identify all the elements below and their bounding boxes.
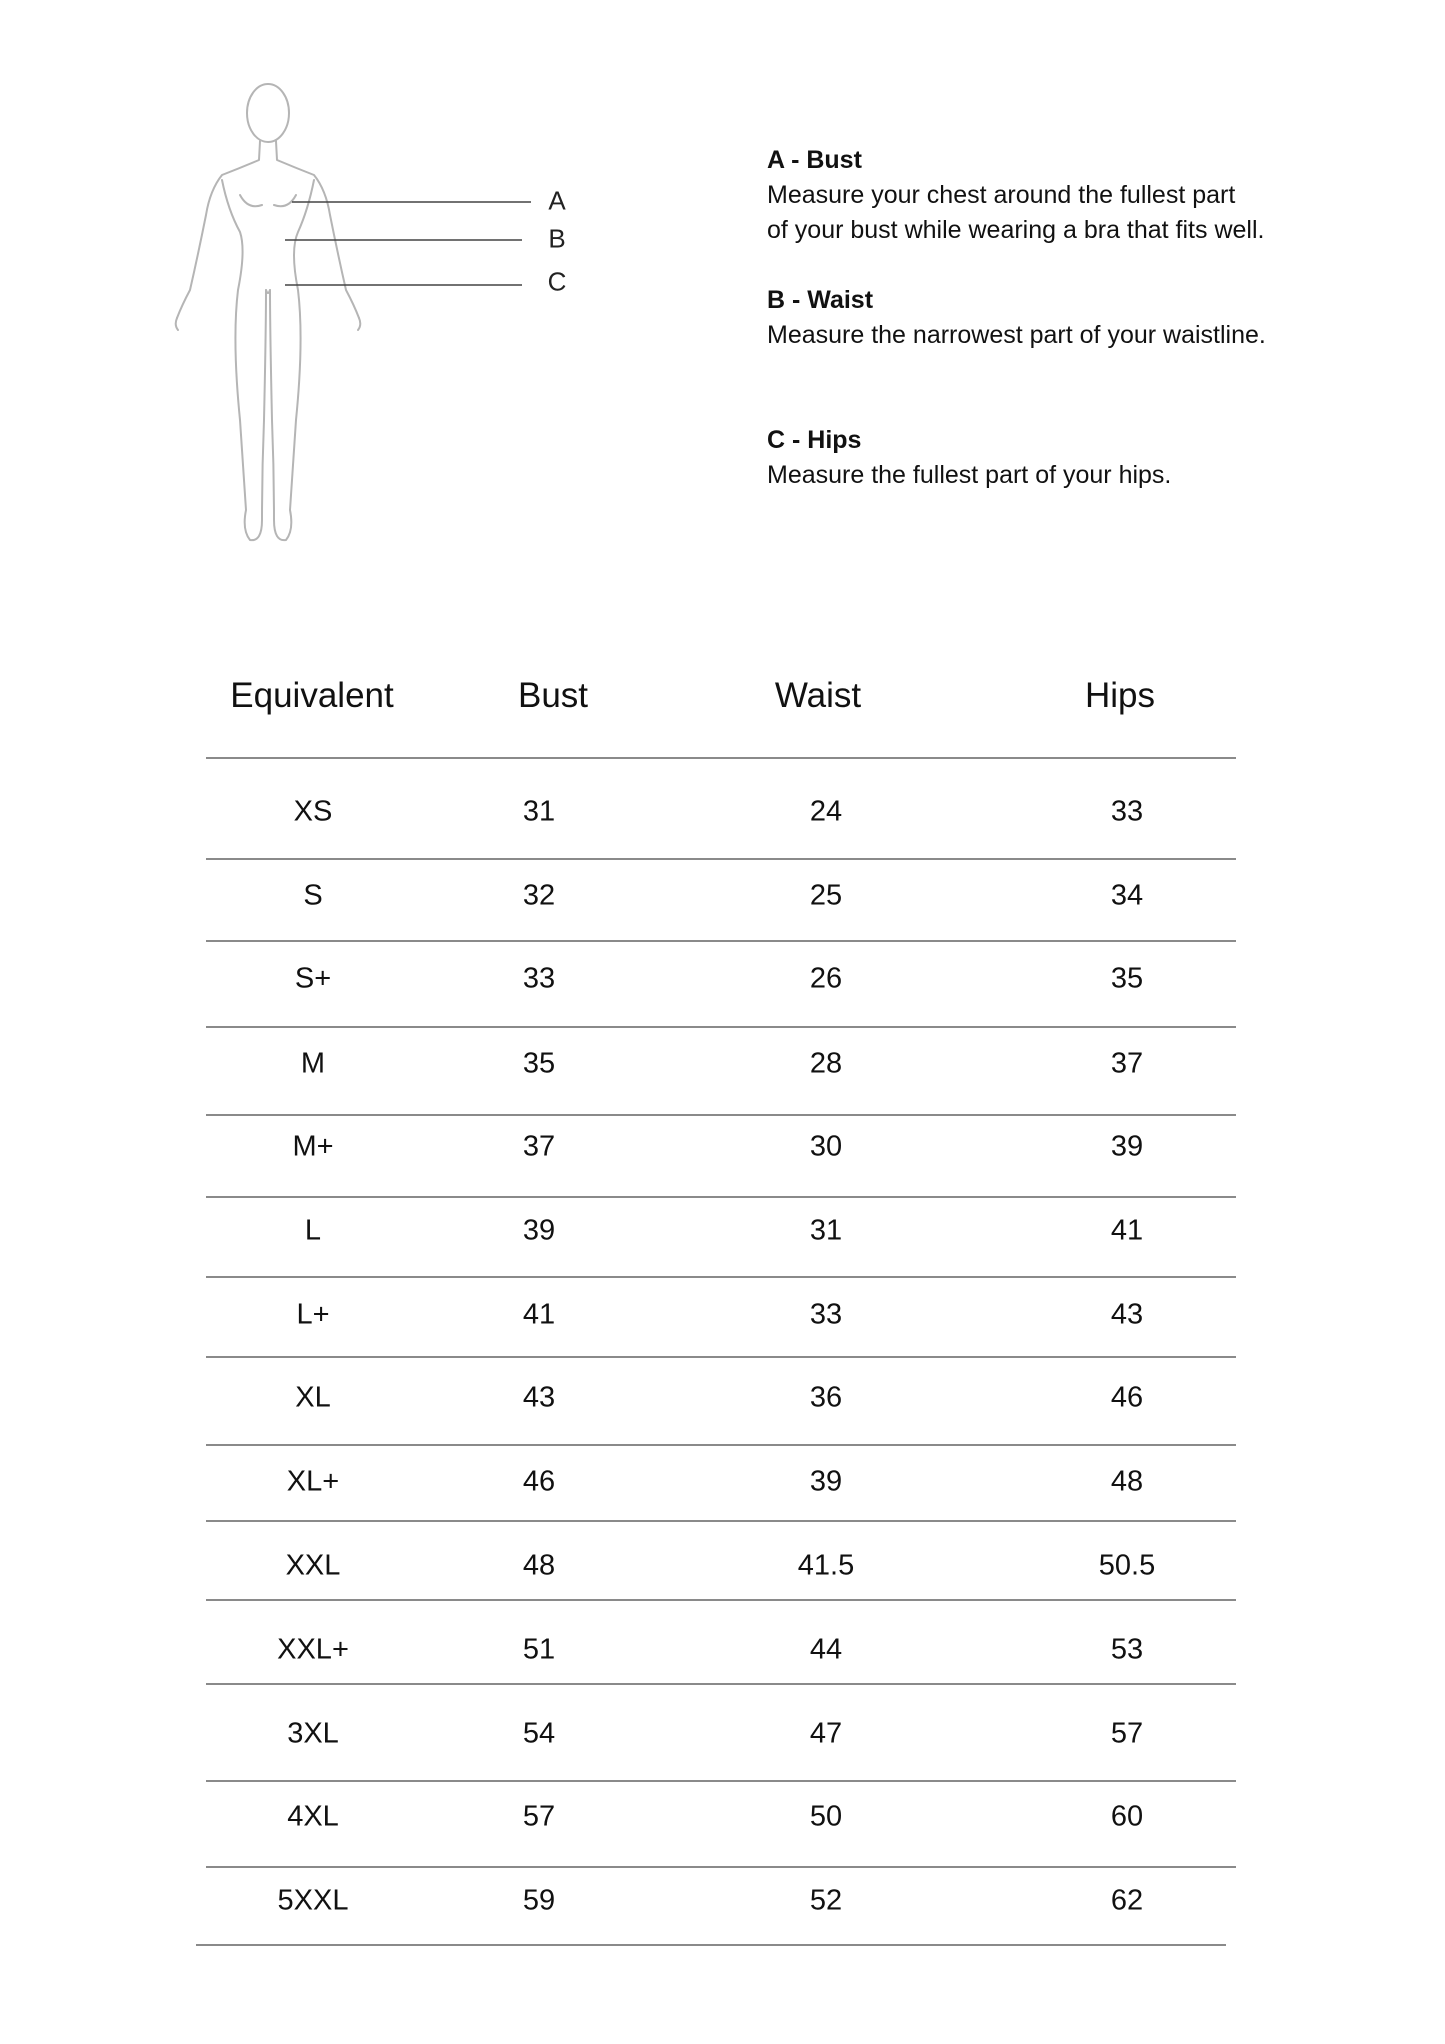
waist-title: B - Waist [767,286,874,314]
row-divider [206,1780,1236,1782]
cell-size: XXL [285,1549,341,1582]
cell-bust: 32 [522,879,556,912]
cell-waist: 41.5 [797,1549,855,1582]
row-divider [206,1276,1236,1278]
cell-size: XL+ [286,1465,340,1498]
cell-waist: 25 [809,879,843,912]
cell-hips: 57 [1110,1717,1144,1750]
header-equivalent: Equivalent [230,676,394,715]
cell-bust: 54 [522,1717,556,1750]
cell-size: XXL+ [277,1633,349,1666]
row-divider [206,1026,1236,1028]
cell-size: S [303,879,323,912]
header-hips: Hips [1084,676,1156,715]
cell-waist: 36 [809,1381,843,1414]
cell-waist: 39 [809,1465,843,1498]
cell-bust: 33 [522,962,556,995]
cell-size: 4XL [287,1800,339,1833]
cell-hips: 46 [1110,1381,1144,1414]
cell-bust: 35 [522,1047,556,1080]
hips-text-line: Measure the fullest part of your hips. [767,461,1172,489]
row-divider [206,1599,1236,1601]
cell-waist: 52 [809,1884,843,1917]
cell-waist: 47 [809,1717,843,1750]
cell-hips: 53 [1110,1633,1144,1666]
cell-bust: 41 [522,1298,556,1331]
row-divider [206,1683,1236,1685]
row-divider [206,1520,1236,1522]
cell-bust: 59 [522,1884,556,1917]
cell-hips: 43 [1110,1298,1144,1331]
cell-hips: 50.5 [1098,1549,1156,1582]
row-divider [206,1444,1236,1446]
row-divider [206,1114,1236,1116]
cell-bust: 48 [522,1549,556,1582]
cell-bust: 57 [522,1800,556,1833]
cell-size: 5XXL [277,1884,349,1917]
cell-hips: 37 [1110,1047,1144,1080]
cell-size: XS [293,795,333,828]
cell-hips: 48 [1110,1465,1144,1498]
header-waist: Waist [774,676,862,715]
waist-text-line: Measure the narrowest part of your waist… [767,321,1266,349]
cell-waist: 28 [809,1047,843,1080]
cell-bust: 39 [522,1214,556,1247]
row-divider [206,940,1236,942]
cell-waist: 50 [809,1800,843,1833]
bust-text-line: of your bust while wearing a bra that fi… [767,216,1265,244]
label-c: C [547,266,567,297]
hips-title: C - Hips [767,426,862,454]
cell-waist: 26 [809,962,843,995]
bust-text-line: Measure your chest around the fullest pa… [767,181,1236,209]
cell-waist: 30 [809,1130,843,1163]
label-b: B [548,223,566,254]
row-divider [196,1944,1226,1946]
cell-hips: 62 [1110,1884,1144,1917]
bust-title: A - Bust [767,146,862,174]
cell-waist: 33 [809,1298,843,1331]
cell-size: L+ [296,1298,330,1331]
cell-size: M [300,1047,326,1080]
cell-size: M+ [292,1130,334,1163]
cell-waist: 31 [809,1214,843,1247]
waist-description: B - Waist Measure the narrowest part of … [767,283,1266,353]
cell-bust: 43 [522,1381,556,1414]
header-divider [206,757,1236,759]
cell-waist: 44 [809,1633,843,1666]
cell-hips: 35 [1110,962,1144,995]
hips-description: C - Hips Measure the fullest part of you… [767,423,1171,493]
cell-size: 3XL [287,1717,339,1750]
body-figure-illustration [174,83,531,542]
cell-bust: 37 [522,1130,556,1163]
bust-description: A - Bust Measure your chest around the f… [767,143,1264,248]
row-divider [206,1356,1236,1358]
cell-bust: 51 [522,1633,556,1666]
cell-hips: 39 [1110,1130,1144,1163]
cell-size: XL [295,1381,331,1414]
cell-size: S+ [294,962,332,995]
row-divider [206,858,1236,860]
cell-waist: 24 [809,795,843,828]
cell-size: L [304,1214,322,1247]
cell-hips: 60 [1110,1800,1144,1833]
header-bust: Bust [517,676,589,715]
label-a: A [548,185,566,216]
row-divider [206,1866,1236,1868]
cell-bust: 31 [522,795,556,828]
cell-hips: 33 [1110,795,1144,828]
cell-bust: 46 [522,1465,556,1498]
row-divider [206,1196,1236,1198]
cell-hips: 41 [1110,1214,1144,1247]
cell-hips: 34 [1110,879,1144,912]
